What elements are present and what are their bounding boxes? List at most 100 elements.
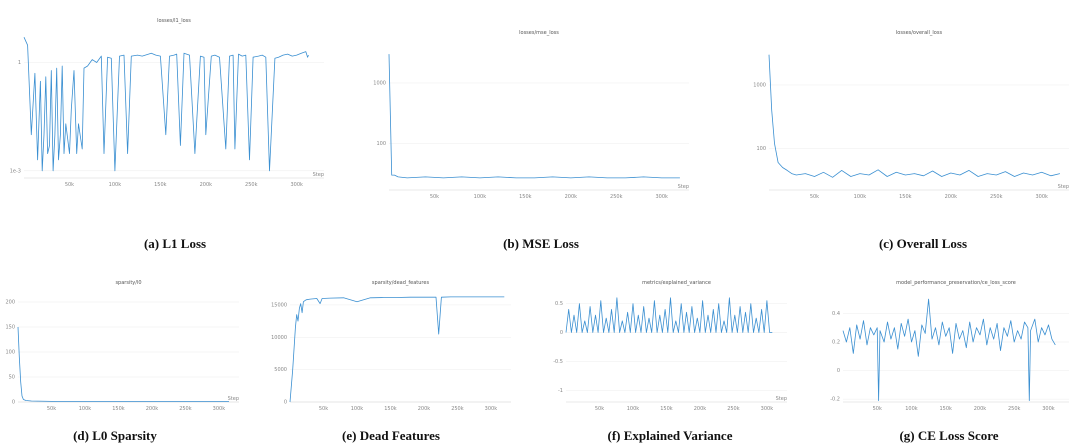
x-axis-label: Step bbox=[678, 184, 689, 190]
x-tick-label: 150k bbox=[519, 194, 532, 200]
caption-ce-loss-score: (g) CE Loss Score bbox=[899, 428, 999, 443]
x-tick-label: 150k bbox=[899, 194, 912, 200]
chart-title: model_performance_preservation/ce_loss_s… bbox=[896, 280, 1016, 286]
caption-overall-loss: (c) Overall Loss bbox=[878, 236, 968, 251]
x-tick-label: 150k bbox=[384, 406, 397, 412]
x-tick-label: 100k bbox=[109, 182, 122, 188]
x-tick-label: 250k bbox=[1008, 406, 1021, 412]
chart-l0-sparsity: sparsity/l0 200 150 100 50 0 50k 100k 150k 200k 25… bbox=[5, 280, 239, 412]
panel-l0-sparsity: sparsity/l0 200 150 100 50 0 50k 100k 150k 200k 25… bbox=[0, 278, 245, 418]
x-tick-label: 100k bbox=[474, 194, 487, 200]
caption-mse-loss: (b) MSE Loss bbox=[503, 236, 579, 251]
caption-dead-features: (e) Dead Features bbox=[342, 428, 440, 443]
caption-l0-sparsity: (d) L0 Sparsity bbox=[73, 428, 157, 443]
series-line bbox=[842, 298, 1056, 401]
panel-ce-loss-score: model_performance_preservation/ce_loss_s… bbox=[825, 278, 1075, 418]
x-tick-label: 150k bbox=[112, 406, 125, 412]
x-axis-label: Step bbox=[776, 396, 787, 402]
y-tick-label: 100 bbox=[5, 350, 15, 356]
x-tick-label: 50k bbox=[319, 406, 328, 412]
x-tick-label: 150k bbox=[940, 406, 953, 412]
y-tick-label: 10000 bbox=[271, 335, 287, 341]
panel-explained-variance: metrics/explained_variance 0.5 0 -0.5 -1 50k 1… bbox=[548, 278, 793, 418]
x-tick-label: 50k bbox=[595, 406, 604, 412]
x-tick-label: 200k bbox=[974, 406, 987, 412]
series-line bbox=[17, 326, 229, 402]
y-tick-label: 0.4 bbox=[832, 311, 840, 317]
chart-ce-loss-score: model_performance_preservation/ce_loss_s… bbox=[830, 280, 1069, 412]
y-tick-label: -1 bbox=[558, 388, 563, 394]
chart-overall-loss: losses/overall_loss 1000 100 50k 100k 150k 200… bbox=[753, 30, 1069, 200]
x-tick-label: 200k bbox=[418, 406, 431, 412]
x-tick-label: 200k bbox=[146, 406, 159, 412]
x-tick-label: 200k bbox=[200, 182, 213, 188]
x-tick-label: 250k bbox=[245, 182, 258, 188]
chart-title: metrics/explained_variance bbox=[642, 280, 711, 286]
y-tick-label: 150 bbox=[5, 325, 15, 331]
y-tick-label: 0 bbox=[12, 400, 15, 406]
y-tick-label: 15000 bbox=[271, 302, 287, 308]
y-tick-label: 5000 bbox=[274, 367, 287, 373]
x-tick-label: 50k bbox=[873, 406, 882, 412]
chart-mse-loss: losses/mse_loss 1000 100 50k 100k 150k 200k 250… bbox=[373, 30, 689, 200]
x-tick-label: 100k bbox=[627, 406, 640, 412]
x-tick-label: 250k bbox=[727, 406, 740, 412]
caption-explained-variance: (f) Explained Variance bbox=[607, 428, 733, 443]
x-tick-label: 250k bbox=[451, 406, 464, 412]
x-axis-label: Step bbox=[1058, 184, 1069, 190]
y-tick-label: 0.2 bbox=[832, 340, 840, 346]
x-tick-label: 50k bbox=[810, 194, 819, 200]
y-tick-label: 1 bbox=[18, 60, 21, 66]
x-tick-label: 300k bbox=[1042, 406, 1055, 412]
x-tick-label: 200k bbox=[945, 194, 958, 200]
chart-title: losses/l1_loss bbox=[157, 18, 191, 24]
y-tick-label: 0 bbox=[284, 400, 287, 406]
x-tick-label: 250k bbox=[610, 194, 623, 200]
y-tick-label: 1000 bbox=[753, 82, 766, 88]
x-tick-label: 100k bbox=[905, 406, 918, 412]
chart-title: losses/mse_loss bbox=[519, 30, 559, 36]
series-line bbox=[289, 296, 505, 403]
x-tick-label: 100k bbox=[351, 406, 364, 412]
x-tick-label: 300k bbox=[213, 406, 226, 412]
y-tick-label: 1000 bbox=[373, 80, 386, 86]
y-tick-label: -0.5 bbox=[553, 359, 563, 365]
x-tick-label: 300k bbox=[761, 406, 774, 412]
x-tick-label: 150k bbox=[154, 182, 167, 188]
series-line bbox=[388, 54, 680, 179]
panel-dead-features: sparsity/dead_features 15000 10000 5000 0 50k… bbox=[271, 278, 517, 418]
chart-explained-variance: metrics/explained_variance 0.5 0 -0.5 -1 50k 1… bbox=[553, 280, 787, 412]
panel-mse-loss: losses/mse_loss 1000 100 50k 100k 150k 200k 250… bbox=[365, 22, 695, 212]
y-tick-label: 200 bbox=[5, 300, 15, 306]
x-tick-label: 50k bbox=[430, 194, 439, 200]
x-axis-label: Step bbox=[313, 172, 324, 178]
series-line bbox=[768, 54, 1060, 178]
chart-l1-loss: losses/l1_loss 1 1e-3 50k 100k 150k 200k 250k 30… bbox=[10, 18, 324, 188]
chart-title: losses/overall_loss bbox=[896, 30, 943, 36]
x-tick-label: 300k bbox=[656, 194, 669, 200]
x-tick-label: 150k bbox=[660, 406, 673, 412]
x-tick-label: 200k bbox=[565, 194, 578, 200]
x-tick-label: 200k bbox=[694, 406, 707, 412]
panel-overall-loss: losses/overall_loss 1000 100 50k 100k 150k 200… bbox=[745, 22, 1075, 212]
x-tick-label: 100k bbox=[854, 194, 867, 200]
y-tick-label: 0 bbox=[560, 330, 563, 336]
x-tick-label: 300k bbox=[485, 406, 498, 412]
x-tick-label: 100k bbox=[79, 406, 92, 412]
series-line bbox=[23, 37, 309, 172]
chart-title: sparsity/l0 bbox=[115, 280, 141, 286]
y-tick-label: 100 bbox=[756, 146, 766, 152]
y-tick-label: 0.5 bbox=[555, 301, 563, 307]
x-tick-label: 50k bbox=[65, 182, 74, 188]
x-tick-label: 300k bbox=[291, 182, 304, 188]
x-tick-label: 50k bbox=[47, 406, 56, 412]
x-tick-label: 250k bbox=[990, 194, 1003, 200]
caption-l1-loss: (a) L1 Loss bbox=[143, 236, 207, 251]
panel-l1-loss: losses/l1_loss 1 1e-3 50k 100k 150k 200k 250k 30… bbox=[0, 10, 330, 200]
y-tick-label: 100 bbox=[376, 141, 386, 147]
y-tick-label: -0.2 bbox=[830, 397, 840, 403]
chart-dead-features: sparsity/dead_features 15000 10000 5000 0 50k… bbox=[271, 280, 511, 412]
y-tick-label: 0 bbox=[837, 368, 840, 374]
y-tick-label: 1e-3 bbox=[10, 168, 21, 174]
series-line bbox=[565, 297, 773, 333]
